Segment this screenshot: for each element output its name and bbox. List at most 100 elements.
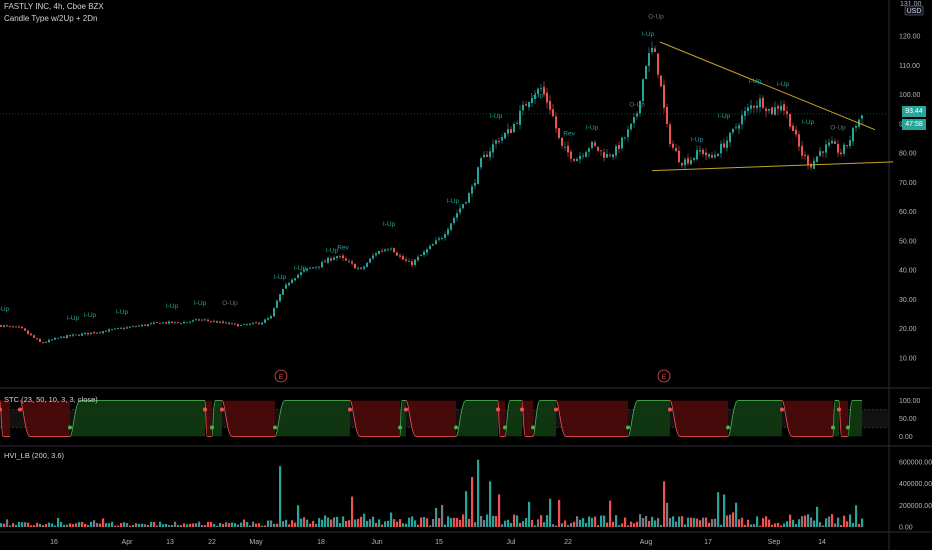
hvi-bar bbox=[366, 520, 369, 527]
hvi-bar bbox=[171, 525, 174, 527]
candle-body bbox=[702, 149, 704, 154]
hvi-bar bbox=[504, 520, 507, 527]
candle-body bbox=[861, 115, 863, 119]
candle-body bbox=[399, 255, 401, 257]
hvi-bar bbox=[306, 519, 309, 527]
candle-body bbox=[450, 223, 452, 230]
candle-body bbox=[156, 322, 158, 324]
candle-body bbox=[852, 127, 854, 142]
hvi-bar bbox=[795, 524, 798, 527]
stc-pane: STC (23, 50, 10, 3, 3, close) bbox=[0, 395, 888, 437]
candle-body bbox=[510, 129, 512, 134]
candle-body bbox=[147, 324, 149, 326]
candle-body bbox=[528, 101, 530, 108]
candle-body bbox=[267, 318, 269, 320]
hvi-bar bbox=[81, 521, 84, 527]
candle-body bbox=[102, 331, 104, 334]
candle-type-marker: I-Up bbox=[642, 31, 655, 38]
hvi-bar bbox=[432, 519, 435, 527]
candle-body bbox=[693, 158, 695, 160]
candle-body bbox=[216, 321, 218, 323]
candle-body bbox=[807, 155, 809, 165]
candle-body bbox=[804, 154, 806, 156]
hvi-bar bbox=[573, 521, 576, 527]
candle-body bbox=[378, 251, 380, 254]
candle-body bbox=[408, 261, 410, 262]
candle-body bbox=[735, 127, 737, 129]
stc-line bbox=[669, 400, 728, 437]
hvi-bar bbox=[426, 518, 429, 527]
candle-body bbox=[291, 279, 293, 284]
stc-tick-label: 50.00 bbox=[899, 416, 917, 423]
hvi-bar bbox=[837, 517, 840, 527]
candle-body bbox=[15, 326, 17, 328]
hvi-bar bbox=[693, 518, 696, 527]
stc-sell-dot bbox=[837, 407, 841, 412]
candle-body bbox=[327, 257, 329, 263]
hvi-bar bbox=[495, 516, 498, 527]
hvi-bar bbox=[480, 515, 483, 527]
hvi-bar bbox=[774, 523, 777, 527]
x-tick-label: 22 bbox=[208, 539, 216, 546]
candle-body bbox=[816, 156, 818, 162]
hvi-bar bbox=[378, 519, 381, 527]
hvi-bar bbox=[618, 525, 621, 527]
hvi-bar bbox=[561, 523, 564, 527]
hvi-bar bbox=[18, 521, 21, 527]
hvi-bar bbox=[582, 518, 585, 527]
candle-body bbox=[360, 267, 362, 269]
candle-body bbox=[231, 323, 233, 325]
x-tick-label: 13 bbox=[166, 539, 174, 546]
stc-line bbox=[405, 400, 456, 437]
candle-body bbox=[51, 339, 53, 341]
candle-body bbox=[756, 105, 758, 108]
candle-body bbox=[525, 104, 527, 106]
candle-body bbox=[198, 319, 200, 321]
hvi-bar bbox=[714, 518, 717, 527]
candle-body bbox=[195, 319, 197, 321]
candle-body bbox=[810, 163, 812, 168]
candle-body bbox=[411, 261, 413, 266]
candle-body bbox=[192, 320, 194, 322]
stc-fill bbox=[556, 400, 628, 437]
hvi-bar bbox=[291, 520, 294, 527]
hvi-bar bbox=[534, 525, 537, 527]
candle-body bbox=[75, 334, 77, 336]
hvi-bar bbox=[45, 524, 48, 527]
hvi-bar bbox=[57, 517, 60, 527]
hvi-bar bbox=[702, 517, 705, 527]
candle-type-marker: I-Up bbox=[586, 125, 599, 132]
hvi-bar bbox=[501, 524, 504, 527]
candle-body bbox=[465, 202, 467, 204]
stc-buy-dot bbox=[626, 425, 630, 430]
stc-sell-dot bbox=[496, 407, 500, 412]
hvi-bar bbox=[744, 524, 747, 527]
x-tick-label: May bbox=[249, 539, 263, 546]
candle-body bbox=[732, 128, 734, 133]
earnings-marker-label: E bbox=[279, 374, 284, 381]
candle-body bbox=[120, 327, 122, 329]
candle-type-marker: I-Up bbox=[383, 221, 396, 228]
hvi-bar bbox=[297, 505, 300, 527]
hvi-bar bbox=[30, 525, 33, 527]
candle-body bbox=[123, 328, 125, 329]
stc-buy-dot bbox=[68, 425, 72, 430]
candle-body bbox=[483, 155, 485, 158]
candle-body bbox=[819, 151, 821, 156]
candle-body bbox=[9, 326, 11, 327]
candle-body bbox=[513, 124, 515, 133]
hvi-bar bbox=[117, 525, 120, 527]
x-tick-label: Jul bbox=[507, 539, 516, 546]
candle-body bbox=[141, 324, 143, 327]
hvi-bar bbox=[732, 512, 735, 527]
hvi-bar bbox=[633, 523, 636, 527]
candle-body bbox=[585, 152, 587, 157]
hvi-bar bbox=[120, 523, 123, 527]
candle-body bbox=[438, 238, 440, 240]
hvi-bar bbox=[810, 517, 813, 527]
candle-body bbox=[393, 248, 395, 253]
candle-body bbox=[39, 338, 41, 343]
hvi-bar bbox=[606, 522, 609, 527]
candle-body bbox=[825, 144, 827, 153]
